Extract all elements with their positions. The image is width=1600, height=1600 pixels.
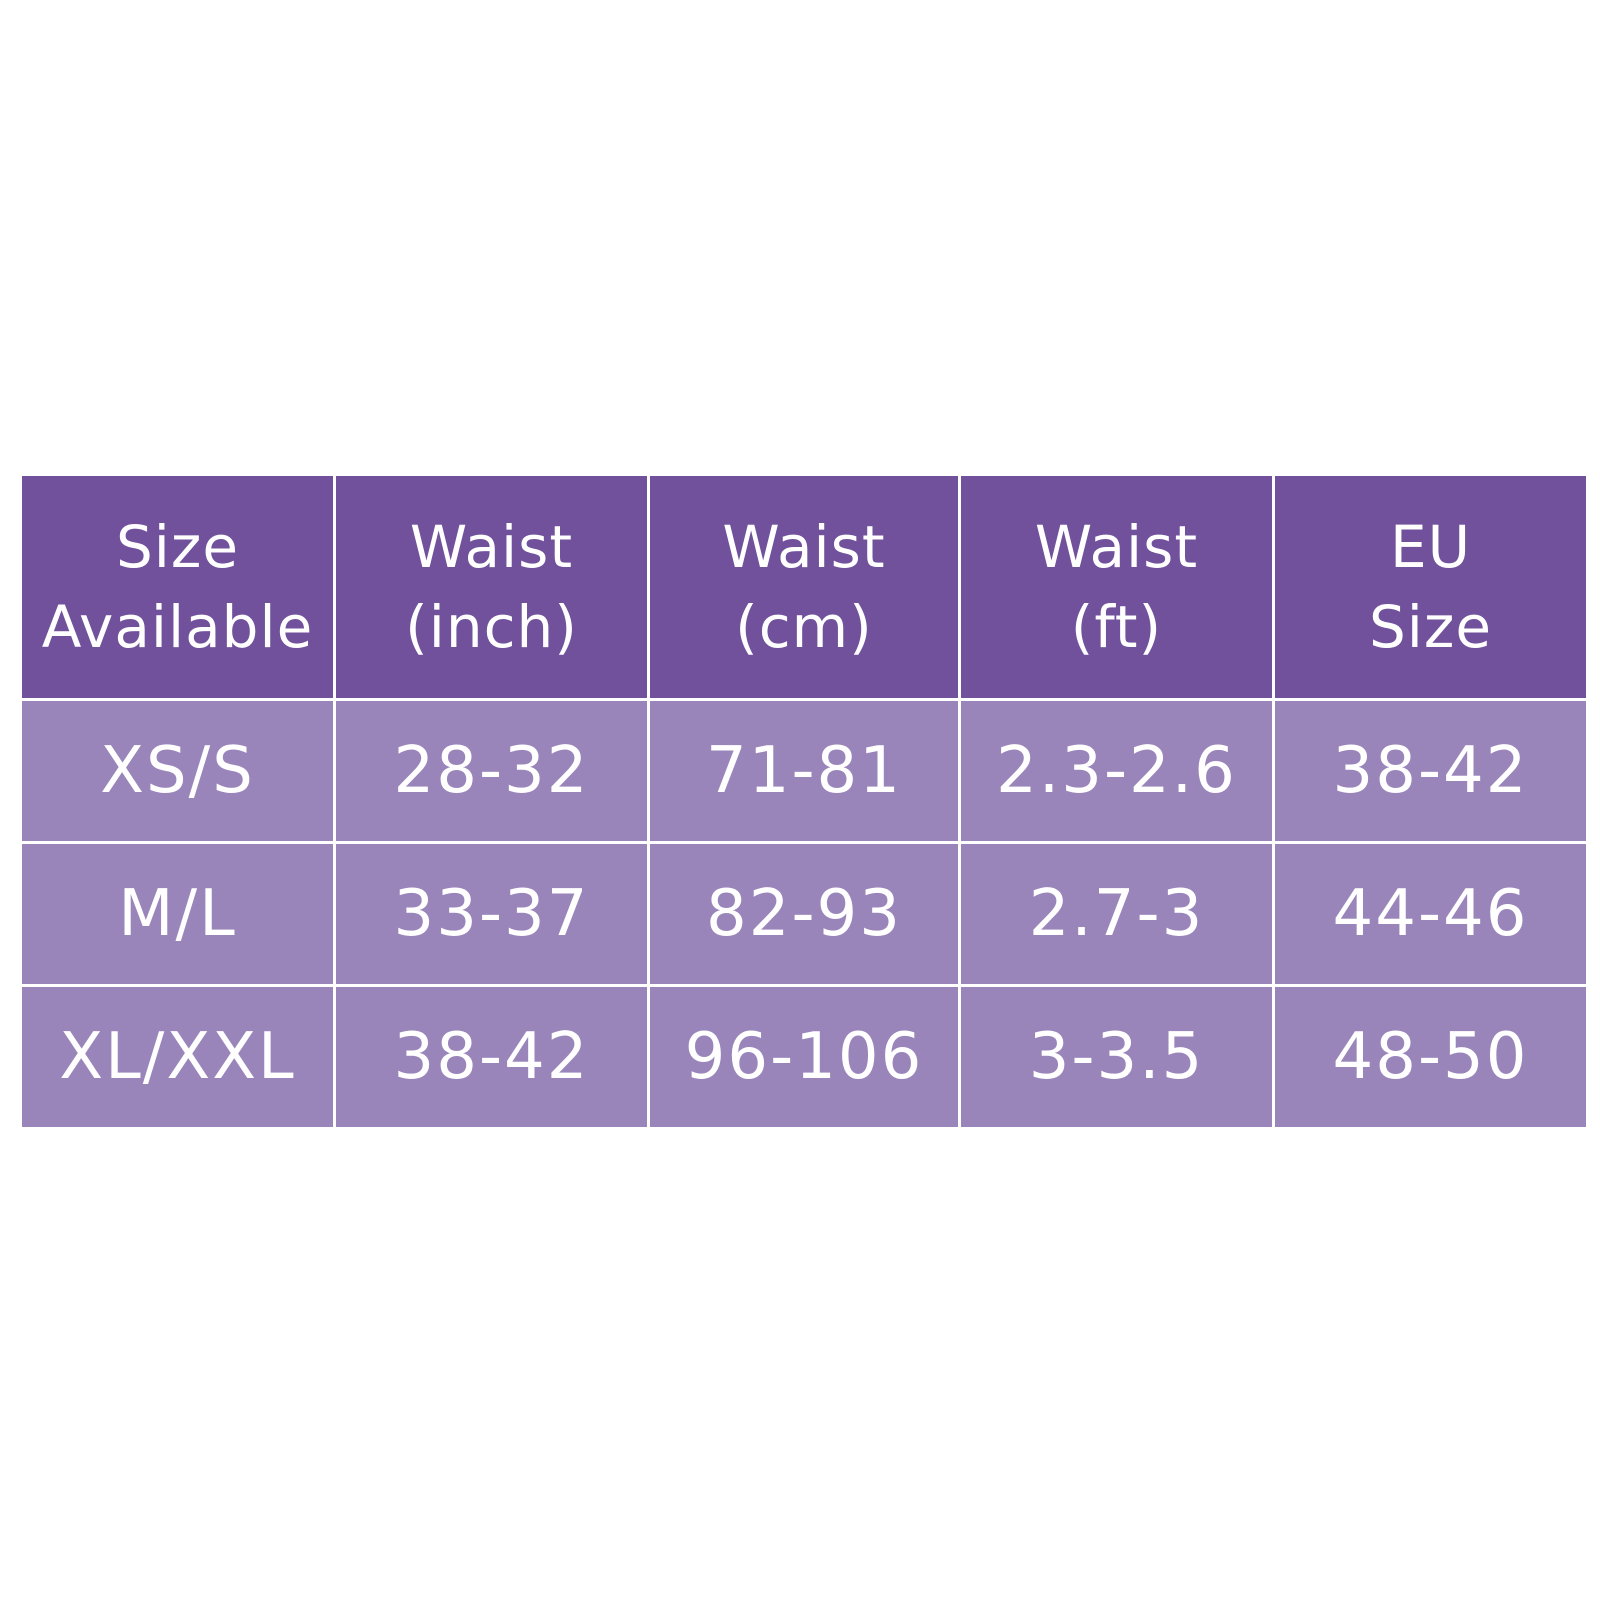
header-size-available: Size Available xyxy=(22,476,333,698)
table-cell: 38-42 xyxy=(336,987,647,1127)
header-line: (cm) xyxy=(735,593,873,661)
table-cell: 38-42 xyxy=(1275,701,1586,841)
table-cell: 2.3-2.6 xyxy=(961,701,1272,841)
table-cell: 33-37 xyxy=(336,844,647,984)
size-chart-table: Size Available Waist (inch) Waist (cm) Wais… xyxy=(22,476,1586,1127)
table-cell: XS/S xyxy=(22,701,333,841)
table-cell: 44-46 xyxy=(1275,844,1586,984)
table-cell: 71-81 xyxy=(650,701,958,841)
header-line: (ft) xyxy=(1070,593,1163,661)
header-line: Size xyxy=(1368,593,1493,661)
table-cell: 2.7-3 xyxy=(961,844,1272,984)
header-line: Waist xyxy=(1034,513,1199,581)
header-line: (inch) xyxy=(405,593,578,661)
header-line: Size xyxy=(115,513,240,581)
table-cell: M/L xyxy=(22,844,333,984)
table-cell: 28-32 xyxy=(336,701,647,841)
header-line: Available xyxy=(41,593,314,661)
table-cell: 96-106 xyxy=(650,987,958,1127)
header-line: Waist xyxy=(722,513,886,581)
header-waist-cm: Waist (cm) xyxy=(650,476,958,698)
header-eu-size: EU Size xyxy=(1275,476,1586,698)
header-waist-inch: Waist (inch) xyxy=(336,476,647,698)
table-cell: 82-93 xyxy=(650,844,958,984)
header-line: EU xyxy=(1389,513,1472,581)
header-line: Waist xyxy=(409,513,574,581)
table-cell: XL/XXL xyxy=(22,987,333,1127)
table-cell: 48-50 xyxy=(1275,987,1586,1127)
header-waist-ft: Waist (ft) xyxy=(961,476,1272,698)
table-cell: 3-3.5 xyxy=(961,987,1272,1127)
